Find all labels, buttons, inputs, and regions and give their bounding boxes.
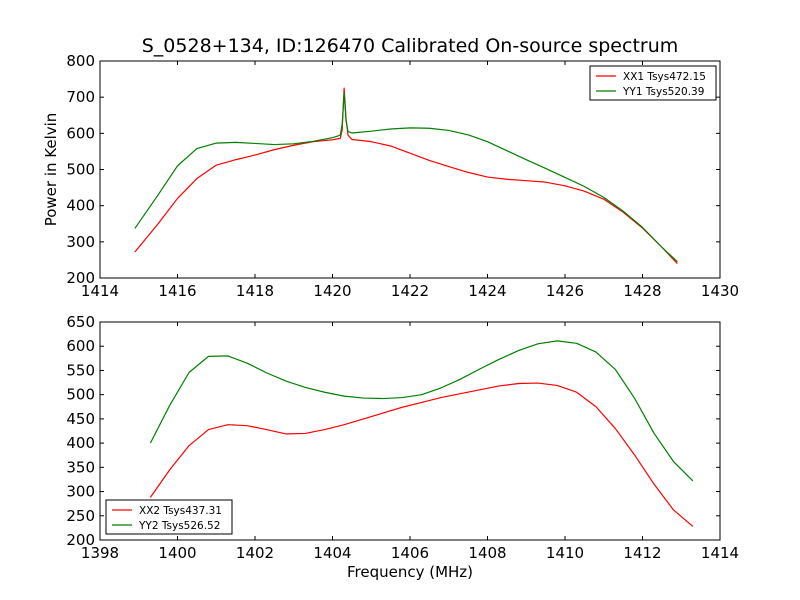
legend-entry: YY2 Tsys526.52 <box>138 520 220 532</box>
x-tick-label: 1424 <box>468 282 506 300</box>
legend-entry: YY1 Tsys520.39 <box>622 86 704 98</box>
legend-entry: XX1 Tsys472.15 <box>623 71 706 83</box>
plot-frame <box>99 321 721 541</box>
x-tick-label: 1398 <box>81 544 119 562</box>
y-axis-label: Power in Kelvin <box>42 113 60 227</box>
x-tick-label: 1414 <box>81 282 119 300</box>
y-tick-label: 550 <box>66 361 95 379</box>
series-line-xx2 <box>149 382 694 527</box>
bottom-plot: 1398 1400 1402 1404 1406 1408 1410 1412 1414 200 2… <box>66 313 739 581</box>
x-tick-label: 1404 <box>313 544 351 562</box>
x-axis-label: Frequency (MHz) <box>347 563 473 581</box>
y-tick-label: 500 <box>66 386 95 404</box>
legend-box <box>105 499 233 535</box>
top-plot: 1414 1416 1418 1420 1422 1424 1426 1428 1430 200 3… <box>42 52 739 300</box>
y-tick-label: 300 <box>66 483 95 501</box>
legend: XX1 Tsys472.15 YY1 Tsys520.39 <box>589 65 717 101</box>
x-tick-label: 1420 <box>313 282 351 300</box>
plot-frame <box>99 60 721 279</box>
y-tick-label: 450 <box>66 410 95 428</box>
series-line-xx1 <box>134 87 678 264</box>
x-tick-label: 1412 <box>623 544 661 562</box>
x-tick-label: 1414 <box>701 544 739 562</box>
x-tick-label: 1430 <box>701 282 739 300</box>
x-tick-label: 1422 <box>391 282 429 300</box>
x-tick-label: 1416 <box>158 282 196 300</box>
chart-title: S_0528+134, ID:126470 Calibrated On-sour… <box>142 35 679 57</box>
x-tick-label: 1418 <box>236 282 274 300</box>
x-tick-label: 1426 <box>546 282 584 300</box>
x-tick-label: 1428 <box>623 282 661 300</box>
y-tick-label: 650 <box>66 313 95 331</box>
y-tick-label: 350 <box>66 458 95 476</box>
y-tick-label: 600 <box>66 337 95 355</box>
y-tick-label: 600 <box>66 124 95 142</box>
series-line-yy1 <box>134 92 678 263</box>
x-tick-label: 1408 <box>468 544 506 562</box>
y-tick-label: 400 <box>66 197 95 215</box>
y-tick-label: 200 <box>66 531 95 549</box>
series-line-yy2 <box>149 340 694 482</box>
y-tick-label: 700 <box>66 88 95 106</box>
y-tick-label: 400 <box>66 434 95 452</box>
x-tick-label: 1400 <box>158 544 196 562</box>
x-tick-label: 1406 <box>391 544 429 562</box>
y-tick-label: 200 <box>66 269 95 287</box>
y-tick-label: 500 <box>66 161 95 179</box>
legend: XX2 Tsys437.31 YY2 Tsys526.52 <box>105 499 233 535</box>
y-tick-label: 300 <box>66 233 95 251</box>
legend-entry: XX2 Tsys437.31 <box>139 505 222 517</box>
y-tick-label: 800 <box>66 52 95 70</box>
legend-box <box>589 65 717 101</box>
y-tick-label: 250 <box>66 507 95 525</box>
x-tick-label: 1402 <box>236 544 274 562</box>
x-tick-label: 1410 <box>546 544 584 562</box>
